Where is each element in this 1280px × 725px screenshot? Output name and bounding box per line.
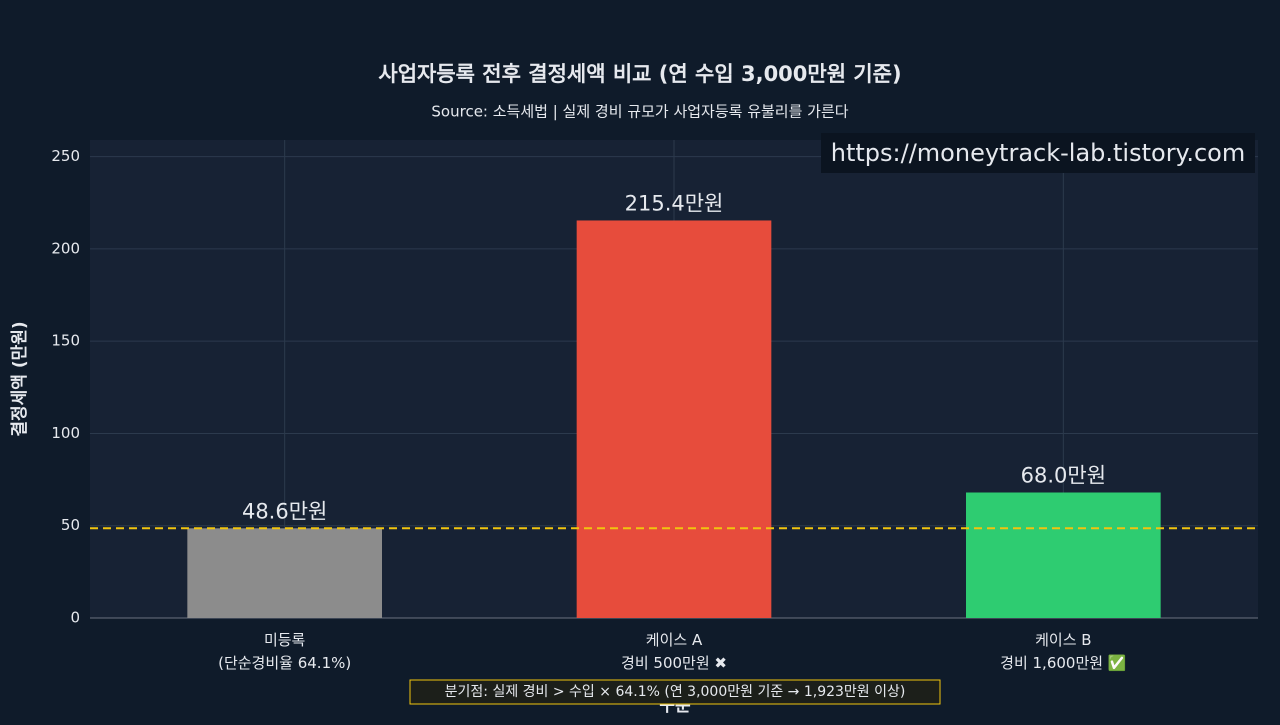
watermark-bg [821, 133, 1255, 173]
chart-title: 사업자등록 전후 결정세액 비교 (연 수입 3,000만원 기준) [378, 62, 901, 86]
y-tick-label: 150 [51, 332, 80, 350]
value-label: 68.0만원 [1021, 464, 1106, 488]
bar [966, 492, 1161, 618]
x-tick-label: 케이스 A 경비 500만원 ✖ [621, 631, 727, 672]
x-tick-label: 케이스 B 경비 1,600만원 ✅ [1000, 631, 1126, 672]
bar [187, 528, 382, 618]
x-tick-label: 미등록 (단순경비율 64.1%) [218, 631, 351, 672]
annotation-box [409, 679, 941, 705]
y-axis-label: 결정세액 (만원) [10, 321, 30, 436]
annotation: 분기점: 실제 경비 > 수입 × 64.1% (연 3,000만원 기준 → … [445, 684, 906, 700]
y-tick-label: 50 [61, 516, 80, 534]
y-tick-label: 200 [51, 239, 80, 257]
y-tick-label: 100 [51, 424, 80, 442]
y-tick-label: 0 [70, 609, 80, 627]
bar [576, 220, 772, 618]
value-label: 48.6만원 [242, 499, 327, 523]
chart-subtitle: Source: 소득세법 | 실제 경비 규모가 사업자등록 유불리를 가른다 [431, 103, 848, 121]
y-tick-label: 250 [51, 147, 80, 165]
value-label: 215.4만원 [625, 191, 724, 215]
watermark: https://moneytrack-lab.tistory.com [831, 139, 1245, 167]
